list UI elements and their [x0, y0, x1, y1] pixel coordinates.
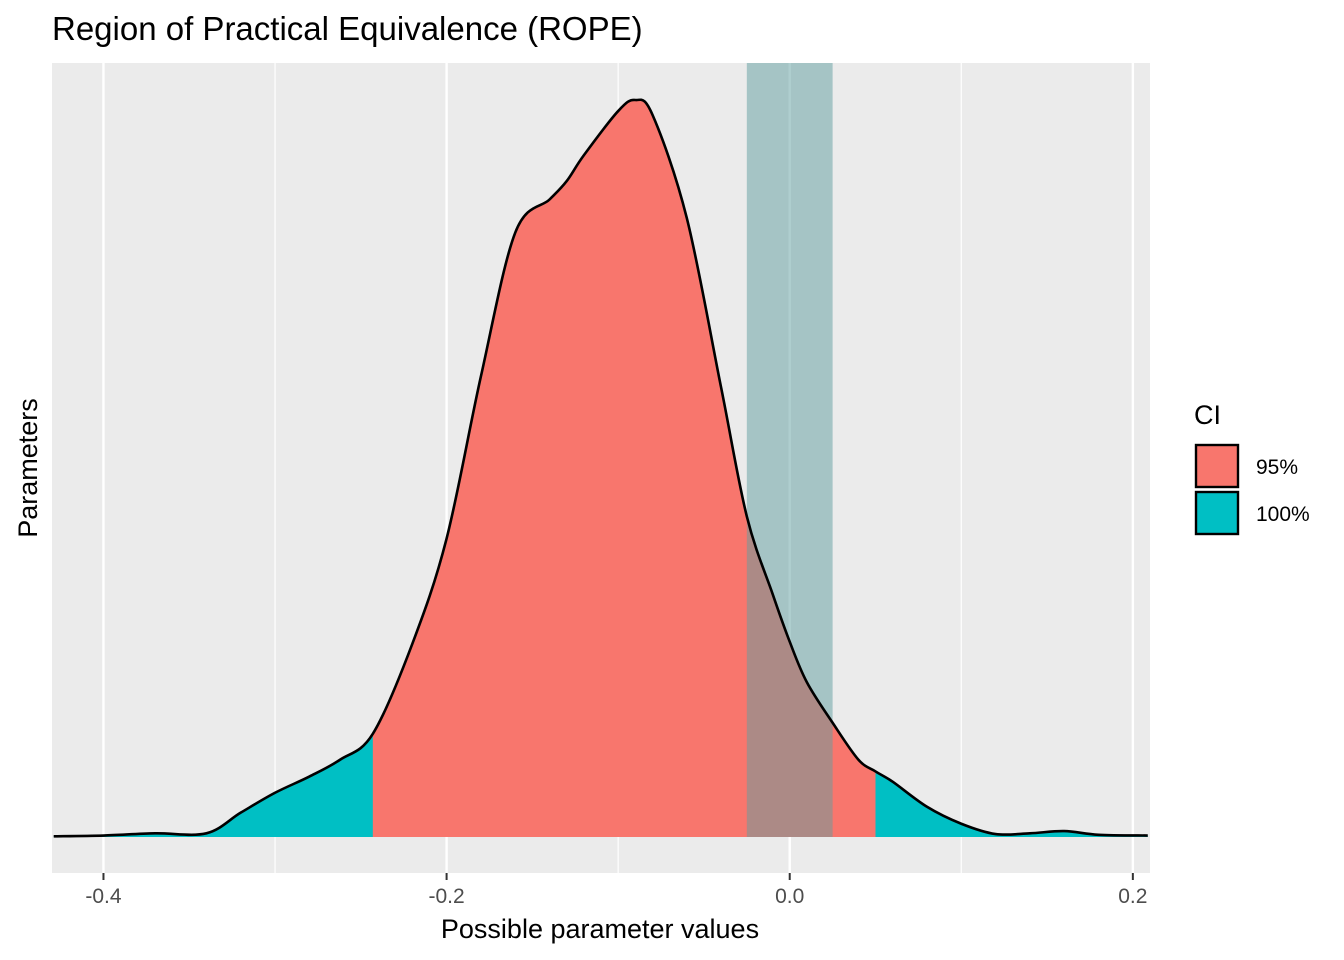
x-tick-label: 0.0 — [775, 885, 804, 908]
legend: CI 95% 100% — [1194, 400, 1310, 536]
x-tick-label: 0.2 — [1118, 885, 1147, 908]
legend-swatch — [1194, 490, 1240, 536]
x-axis-ticks: -0.4 -0.2 0.0 0.2 — [85, 873, 1147, 908]
x-tick-label: -0.4 — [85, 885, 122, 908]
chart-title: Region of Practical Equivalence (ROPE) — [52, 10, 643, 47]
legend-label: 95% — [1256, 456, 1298, 479]
legend-label: 100% — [1256, 503, 1310, 526]
x-axis-label: Possible parameter values — [441, 914, 759, 944]
x-tick-label: -0.2 — [429, 885, 465, 908]
y-axis-label: Parameters — [13, 398, 43, 538]
legend-title: CI — [1194, 400, 1221, 430]
legend-entries: 95% 100% — [1194, 443, 1310, 536]
rope-band — [746, 63, 833, 837]
legend-swatch — [1194, 443, 1240, 489]
density-outline — [53, 98, 1148, 838]
